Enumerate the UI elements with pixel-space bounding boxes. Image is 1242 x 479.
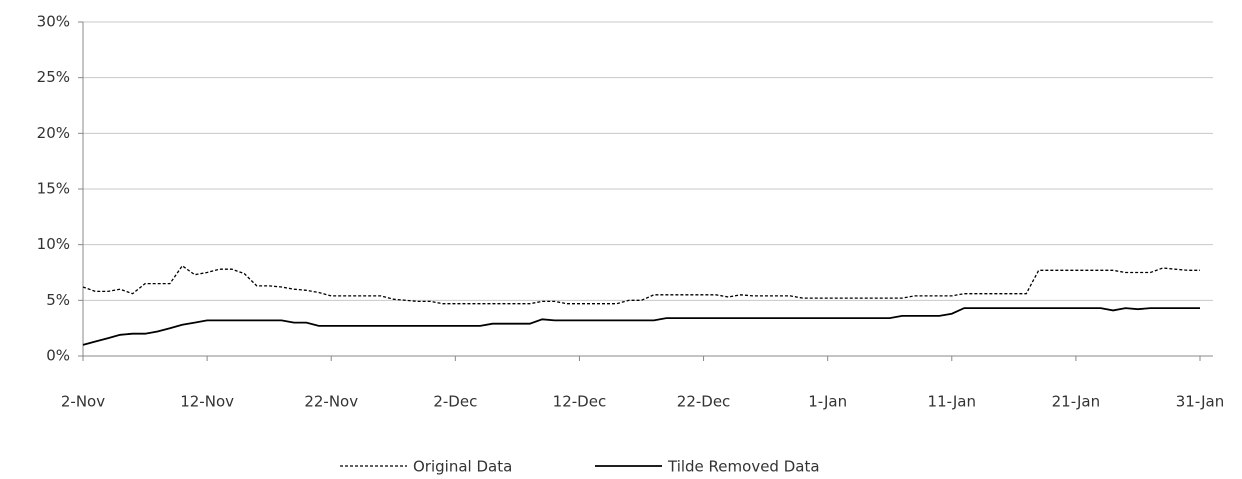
x-tick-label: 2-Dec xyxy=(433,393,477,411)
x-tick-label: 11-Jan xyxy=(928,393,976,411)
y-tick-label: 5% xyxy=(46,291,70,309)
y-tick-label: 20% xyxy=(37,124,70,142)
y-tick-label: 30% xyxy=(37,13,70,31)
y-tick-label: 0% xyxy=(46,347,70,365)
y-tick-label: 10% xyxy=(37,235,70,253)
x-tick-label: 12-Dec xyxy=(553,393,607,411)
x-tick-label: 22-Dec xyxy=(677,393,731,411)
x-tick-label: 12-Nov xyxy=(180,393,234,411)
x-tick-label: 1-Jan xyxy=(808,393,847,411)
x-tick-label: 2-Nov xyxy=(61,393,105,411)
y-tick-label: 15% xyxy=(37,180,70,198)
x-tick-label: 21-Jan xyxy=(1052,393,1100,411)
legend-label: Original Data xyxy=(413,458,512,476)
y-tick-label: 25% xyxy=(37,68,70,86)
legend-label: Tilde Removed Data xyxy=(667,458,820,476)
line-series xyxy=(82,307,1200,346)
line-series xyxy=(82,264,1200,305)
x-tick-label: 31-Jan xyxy=(1176,393,1224,411)
x-tick-label: 22-Nov xyxy=(304,393,358,411)
